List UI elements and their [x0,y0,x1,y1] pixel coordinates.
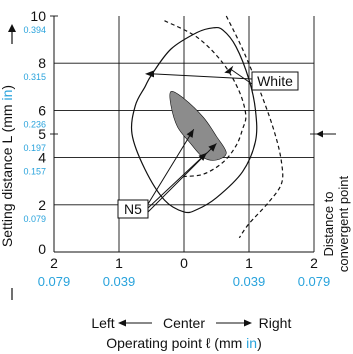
svg-text:Setting distance L (mm in): Setting distance L (mm in) [0,85,15,247]
x-tick-label-mm-1: 1 [115,255,123,271]
x-tick-label-in-3: 0.039 [233,274,266,289]
convergent-arrowhead [316,130,323,138]
n5-arrow-2-line [147,143,217,213]
n5-label-box [117,199,149,219]
series-white-dashed-2 [225,15,284,239]
x-tick-label-mm-3: 1 [245,255,253,271]
x-axis-title-unit: in [246,335,257,351]
right-axis-title-line2: convergent point [336,176,351,273]
curve-layer [130,15,284,239]
y-axis-title-unit: in [0,90,15,101]
y-tick-label-mm-6: 10 [30,8,46,24]
white-arrow-2-line [231,69,253,85]
x-axis-title: Operating point ℓ (mm in) [106,335,262,351]
x-axis-title-prefix: Operating point ℓ (mm [106,335,246,351]
right-axis-title: Distance to convergent point [321,176,351,273]
y-axis-title-suffix: ) [0,85,15,90]
y-axis-title-prefix: Setting distance L (mm [0,101,15,248]
series-white-solid-0 [130,26,258,214]
y-tick-label-in-3: 0.236 [23,119,46,129]
white-label-box [251,71,299,91]
x-axis-title-suffix: ) [257,335,262,351]
y-tick-label-mm-3: 5 [38,126,46,142]
white-arrow-1-head [145,70,154,78]
x-tick-label-mm-0: 2 [50,255,58,271]
white-arrow-1-line [152,73,253,80]
y-tick-label-in-0: 0.079 [23,214,46,224]
n5-arrow-1-line [147,152,208,209]
x-tick-label-in-1: 0.039 [103,274,136,289]
y-tick-label-in-4: 0.315 [23,72,46,82]
y-tick-label-mm-5: 8 [38,55,46,71]
x-right-arrowhead [244,319,252,327]
y-tick-label-in-2: 0.197 [23,143,46,153]
n5-arrow-0-line [147,129,195,205]
y-axis-title-arrowhead [8,24,16,32]
white-label: White [257,73,293,89]
x-left-label: Left [91,315,114,331]
y-tick-label-mm-0: 0 [38,241,46,257]
x-tick-label-in-0: 0.079 [38,274,71,289]
y-tick-label-in-5: 0.394 [23,25,46,35]
n5-arrow-0-head [186,129,194,138]
x-left-arrowhead [118,319,126,327]
y-tick-label-in-1: 0.157 [23,167,46,177]
x-tick-label-mm-4: 2 [310,255,318,271]
y-tick-label-mm-2: 4 [38,150,46,166]
y-tick-label-mm-1: 2 [38,197,46,213]
x-right-label: Right [259,315,292,331]
white-arrow-2-head [224,65,234,74]
x-tick-label-in-4: 0.079 [298,274,331,289]
x-tick-label-mm-2: 0 [180,255,188,271]
n5-label: N5 [124,201,142,217]
x-center-label: Center [163,315,205,331]
y-axis-title: Setting distance L (mm in) [0,85,15,247]
annotation-layer: White N5 [117,65,299,219]
n5-arrow-2-head [208,143,217,152]
right-axis-title-line1: Distance to [321,191,336,256]
y-tick-label-mm-4: 6 [38,102,46,118]
series-n5-filled-3 [169,90,227,161]
